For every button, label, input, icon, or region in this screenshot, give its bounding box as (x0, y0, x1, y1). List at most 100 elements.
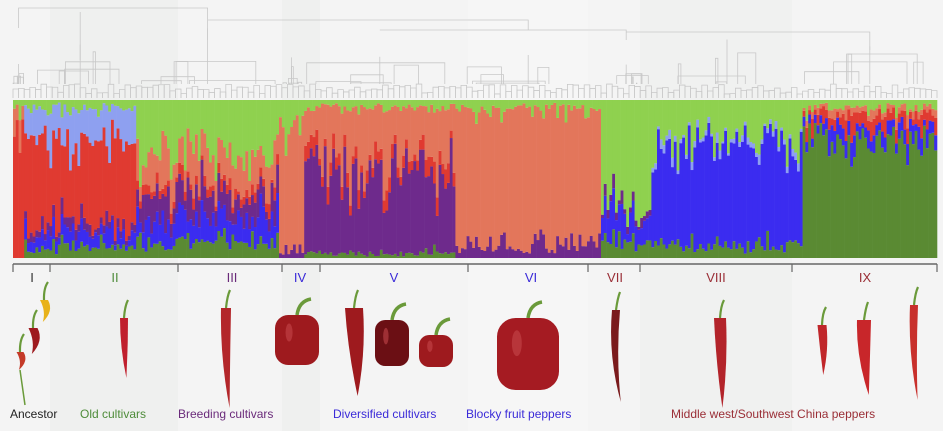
bar-segment-red (245, 189, 249, 199)
bar-segment-salmon (340, 113, 344, 187)
bar-segment-red (447, 163, 451, 183)
bar-segment-dark_green (881, 147, 885, 258)
bar-segment-red (332, 133, 336, 149)
pepper-diversified-round (419, 317, 453, 367)
bar-segment-blue (150, 233, 154, 248)
bar-segment-red (60, 145, 64, 198)
bar-segment-red (909, 111, 913, 119)
bar-segment-purple (167, 186, 171, 220)
bar-segment-dark_green (41, 245, 45, 258)
bar-segment-purple (127, 236, 131, 241)
bar-segment-light_blue (682, 134, 686, 138)
bar-segment-salmon (808, 105, 812, 111)
bar-segment-blue (637, 229, 641, 245)
bar-segment-light_green (637, 100, 641, 227)
bar-segment-dark_green (169, 249, 173, 258)
bar-segment-salmon (897, 107, 901, 114)
bar-segment-dark_green (676, 239, 680, 258)
bar-segment-dark_green (150, 247, 154, 258)
bar-segment-purple (623, 209, 627, 214)
bar-segment-purple (357, 208, 361, 252)
bar-segment-dark_green (872, 153, 876, 258)
bar-segment-purple (542, 234, 546, 258)
bar-segment-light_green (788, 100, 792, 135)
bar-segment-light_green (531, 100, 535, 117)
bar-segment-dark_green (827, 156, 831, 258)
bar-segment-blue (155, 211, 159, 244)
bar-segment-light_green (332, 100, 336, 105)
bar-segment-light_green (617, 100, 621, 201)
bar-segment-purple (203, 186, 207, 212)
bar-segment-red (864, 111, 868, 128)
dendrogram-leaf-branch (477, 89, 484, 98)
bar-segment-dark_green (304, 254, 308, 258)
bar-segment-light_green (606, 100, 610, 210)
dendrogram-leaf-branch (18, 88, 25, 98)
bar-segment-light_green (357, 100, 361, 115)
bar-segment-light_blue (24, 105, 28, 134)
bar-segment-blue (141, 232, 145, 249)
bar-segment-salmon (153, 154, 157, 192)
bar-segment-light_green (60, 100, 64, 118)
pepper-ancestor-small (16, 333, 26, 370)
bar-segment-salmon (816, 107, 820, 115)
bar-segment-blue (99, 223, 103, 235)
pepper-diversified-long (345, 289, 364, 396)
bar-segment-light_green (671, 100, 675, 158)
bar-segment-purple (340, 199, 344, 253)
bar-segment-light_blue (29, 113, 33, 136)
bar-segment-red (343, 134, 347, 147)
bar-segment-dark_green (102, 243, 106, 258)
dendrogram-sub-branch (288, 82, 299, 84)
dendrogram-leaf-branch (690, 87, 697, 98)
bar-segment-light_blue (116, 106, 120, 129)
dendrogram-leaf-branch (707, 90, 714, 98)
bar-segment-salmon (923, 103, 927, 110)
bar-segment-blue (253, 227, 257, 250)
bar-segment-light_green (102, 100, 106, 104)
bar-segment-blue (189, 219, 193, 249)
bar-segment-purple (511, 249, 515, 258)
bar-segment-salmon (575, 108, 579, 251)
bar-segment-light_green (321, 100, 325, 104)
bar-segment-red (147, 185, 151, 195)
dendrogram-sub-branch (175, 61, 257, 84)
bar-segment-salmon (377, 103, 381, 152)
bar-segment-dark_green (920, 155, 924, 258)
bar-segment-salmon (886, 103, 890, 109)
bar-segment-blue (925, 129, 929, 149)
bar-segment-light_blue (46, 115, 50, 151)
bar-segment-purple (113, 240, 117, 246)
bar-segment-red (323, 138, 327, 147)
dendrogram-sub-branch (37, 69, 65, 84)
pepper-body (497, 318, 559, 390)
bar-segment-purple (153, 195, 157, 222)
dendrogram-leaf-branch (236, 86, 243, 98)
bar-segment-salmon (570, 110, 574, 234)
bar-segment-blue (909, 118, 913, 132)
bar-segment-dark_green (77, 248, 81, 258)
bar-segment-purple (122, 218, 126, 230)
bar-segment-dark_green (760, 246, 764, 258)
bar-segment-light_green (295, 100, 299, 116)
bar-segment-light_green (466, 100, 470, 108)
bar-segment-light_green (245, 100, 249, 152)
dendrogram-sub-branch (350, 82, 392, 84)
bar-segment-light_green (738, 100, 742, 143)
bar-segment-purple (273, 200, 277, 227)
bar-segment-light_green (329, 100, 333, 107)
bar-segment-salmon (360, 104, 364, 166)
bar-segment-light_green (833, 100, 837, 109)
bar-segment-dark_green (141, 248, 145, 258)
dendrogram-leaf-branch (175, 88, 182, 98)
dendrogram-sub-branch (12, 82, 18, 84)
bar-segment-blue (710, 136, 714, 250)
bar-segment-light_green (393, 100, 397, 106)
bar-segment-purple (587, 241, 591, 258)
bar-segment-purple (66, 217, 70, 228)
bar-segment-blue (752, 148, 756, 250)
bar-segment-blue (811, 138, 815, 148)
bar-segment-red (209, 186, 213, 197)
bar-segment-purple (99, 217, 103, 224)
bar-segment-light_green (211, 100, 215, 156)
